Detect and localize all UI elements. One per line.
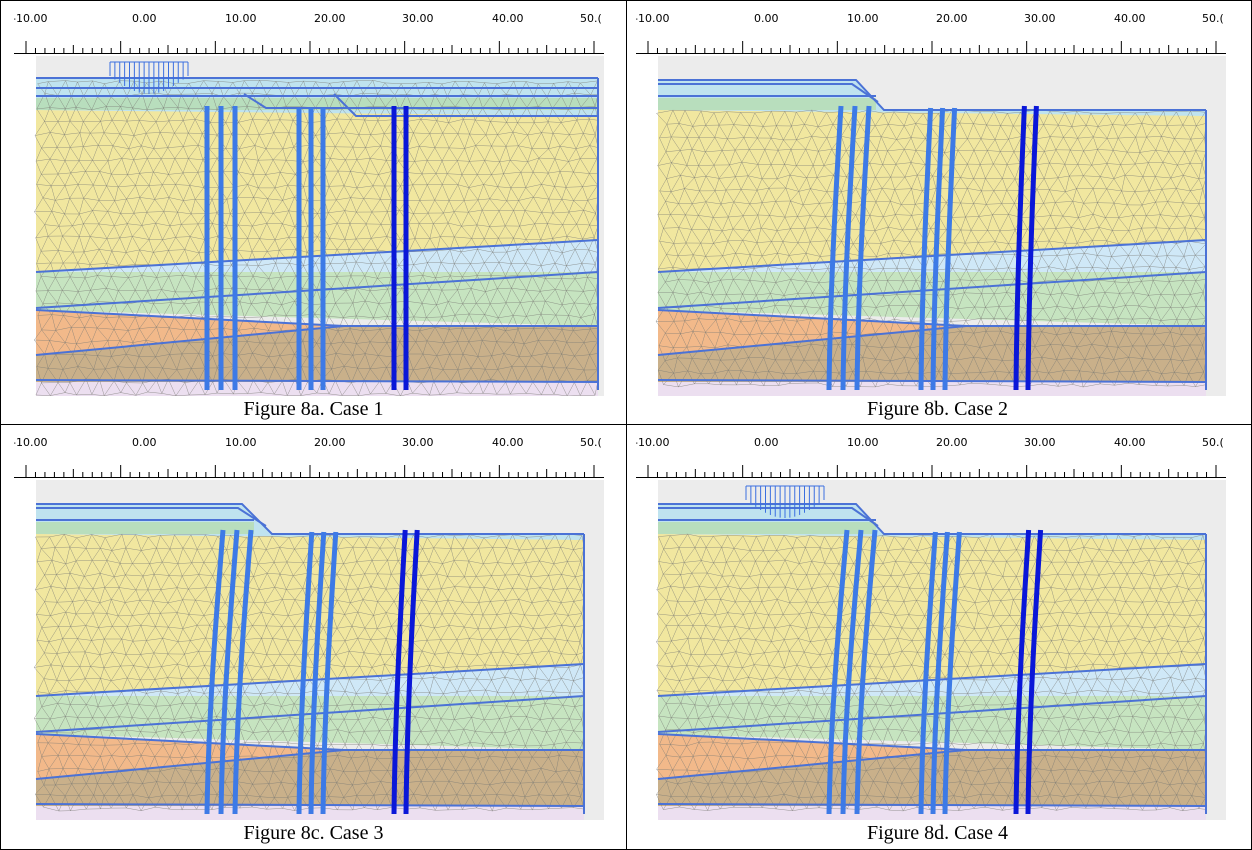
ruler-tick-label: 30.00 (402, 436, 434, 449)
pile (826, 529, 850, 815)
pile (296, 531, 315, 815)
ruler-tick-label: 40.00 (1114, 436, 1146, 449)
pile (1025, 105, 1039, 391)
ruler-tick-label: -10.00 (14, 12, 47, 25)
ruler-tick-label: 50.( (1202, 436, 1224, 449)
pile-group (826, 529, 1044, 815)
pile (942, 531, 962, 815)
pile (1013, 105, 1027, 391)
ruler-tick-label: 20.00 (936, 12, 968, 25)
pile (918, 531, 938, 815)
ruler-tick-label: 30.00 (1024, 12, 1056, 25)
ruler-tick-label: 0.00 (754, 12, 779, 25)
pile-group (826, 105, 1039, 391)
fe-mesh (34, 79, 599, 396)
pile (826, 105, 844, 391)
ruler-tick-label: 10.00 (847, 12, 879, 25)
pile (308, 531, 327, 815)
ruler-tick-label: 10.00 (225, 436, 257, 449)
surcharge-load-icon (745, 485, 825, 518)
ruler-tick-label: 40.00 (1114, 12, 1146, 25)
ruler-tick-label: 0.00 (132, 12, 157, 25)
figure-8c-panel: -10.00 0.00 10.00 20.00 30.00 40.00 50.( (14, 434, 604, 820)
pile (320, 531, 339, 815)
ruler: -10.00 0.00 10.00 20.00 30.00 40.00 50.( (636, 10, 1226, 54)
ruler-tick-label: 40.00 (492, 12, 524, 25)
figure-8a-panel: -10.00 0.00 10.00 20.00 30.00 40.00 50.( (14, 10, 604, 396)
fe-model-diagram: -10.00 0.00 10.00 20.00 30.00 40.00 50.( (14, 10, 604, 396)
ruler-tick-label: 50.( (580, 12, 602, 25)
pile (840, 529, 864, 815)
caption-figure-8d: Figure 8d. Case 4 (866, 822, 1009, 844)
pile (391, 529, 408, 815)
ruler-tick-label: 10.00 (225, 12, 257, 25)
soil-layers (658, 56, 1206, 396)
caption-figure-8c: Figure 8c. Case 3 (243, 822, 384, 844)
fe-model-diagram: -10.00 0.00 10.00 20.00 30.00 40.00 50.( (14, 434, 604, 820)
ruler-tick-label: 30.00 (402, 12, 434, 25)
pile-group (204, 529, 420, 815)
fe-model-diagram: -10.00 0.00 10.00 20.00 30.00 40.00 50.( (636, 434, 1226, 820)
ruler-tick-label: 0.00 (132, 436, 157, 449)
ruler-tick-label: 20.00 (314, 12, 346, 25)
ruler-tick-label: -10.00 (636, 12, 669, 25)
pile (1025, 529, 1044, 815)
pile (930, 531, 950, 815)
pile (218, 529, 240, 815)
ruler: -10.00 0.00 10.00 20.00 30.00 40.00 50.( (14, 10, 604, 54)
caption-figure-8b: Figure 8b. Case 2 (866, 398, 1009, 420)
ruler-tick-label: 20.00 (314, 436, 346, 449)
pile (854, 105, 872, 391)
table-border-center (626, 0, 627, 850)
ruler-tick-label: -10.00 (14, 436, 47, 449)
pile (204, 529, 226, 815)
pile (854, 529, 878, 815)
pile (930, 107, 946, 391)
ruler: -10.00 0.00 10.00 20.00 30.00 40.00 50.( (14, 434, 604, 478)
pile (232, 529, 254, 815)
pile-group (204, 105, 409, 390)
ruler-tick-label: 10.00 (847, 436, 879, 449)
ruler-tick-label: 30.00 (1024, 436, 1056, 449)
pile (403, 529, 420, 815)
pile (840, 105, 858, 391)
layer-boundaries (657, 79, 1207, 390)
fe-model-diagram: -10.00 0.00 10.00 20.00 30.00 40.00 50.( (636, 10, 1226, 396)
ruler-tick-label: 50.( (580, 436, 602, 449)
ruler: -10.00 0.00 10.00 20.00 30.00 40.00 50.( (636, 434, 1226, 478)
surcharge-load-icon (109, 61, 189, 94)
table-border-left (0, 0, 1, 850)
ruler-tick-label: -10.00 (636, 436, 669, 449)
ruler-tick-label: 50.( (1202, 12, 1224, 25)
pile (1013, 529, 1032, 815)
pile (918, 107, 934, 391)
ruler-tick-label: 40.00 (492, 436, 524, 449)
figure-8d-panel: -10.00 0.00 10.00 20.00 30.00 40.00 50.( (636, 434, 1226, 820)
figure-8b-panel: -10.00 0.00 10.00 20.00 30.00 40.00 50.( (636, 10, 1226, 396)
ruler-tick-label: 20.00 (936, 436, 968, 449)
ruler-tick-label: 0.00 (754, 436, 779, 449)
pile (942, 107, 958, 391)
layer-boundaries (35, 77, 599, 390)
caption-figure-8a: Figure 8a. Case 1 (243, 398, 384, 420)
